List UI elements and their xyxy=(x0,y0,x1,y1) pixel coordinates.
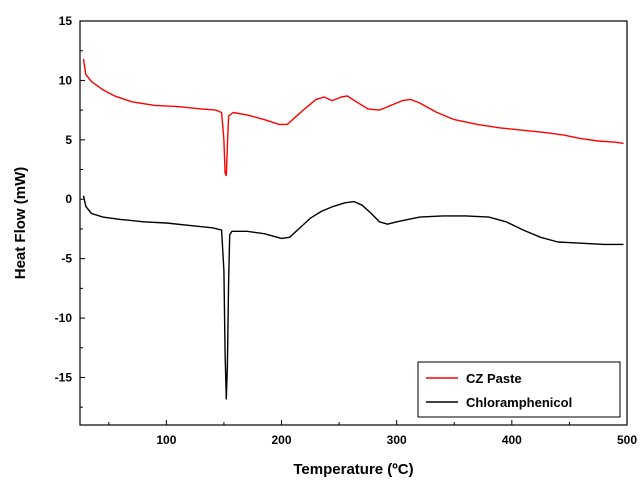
plot-area xyxy=(79,20,628,426)
y-tick-label: 5 xyxy=(65,133,72,147)
x-tick-label: 400 xyxy=(502,433,522,447)
y-tick-label: 10 xyxy=(59,73,73,87)
y-tick-label: 15 xyxy=(59,14,73,28)
series-line-chloramphenicol xyxy=(82,195,624,400)
plot-border xyxy=(79,20,628,426)
y-tick-label: -15 xyxy=(55,370,73,384)
x-tick-label: 100 xyxy=(156,433,176,447)
x-axis-title: Temperature (ºC) xyxy=(293,461,413,478)
y-tick-label: -5 xyxy=(61,252,72,266)
legend: CZ Paste Chloramphenicol xyxy=(417,361,621,418)
legend-label: CZ Paste xyxy=(466,371,522,386)
series-line-cz-paste xyxy=(82,58,624,177)
legend-label: Chloramphenicol xyxy=(466,395,572,410)
series-layer xyxy=(82,58,624,400)
y-tick-label: 0 xyxy=(65,192,72,206)
y-axis: 15 10 5 0 -5 -10 -15 xyxy=(55,14,85,408)
legend-box xyxy=(417,361,621,418)
x-tick-label: 200 xyxy=(272,433,292,447)
y-tick-label: -10 xyxy=(55,311,73,325)
x-tick-label: 500 xyxy=(617,433,637,447)
x-tick-label: 300 xyxy=(387,433,407,447)
x-axis: 100 200 300 400 500 xyxy=(108,420,637,447)
y-axis-title: Heat Flow (mW) xyxy=(12,167,29,280)
